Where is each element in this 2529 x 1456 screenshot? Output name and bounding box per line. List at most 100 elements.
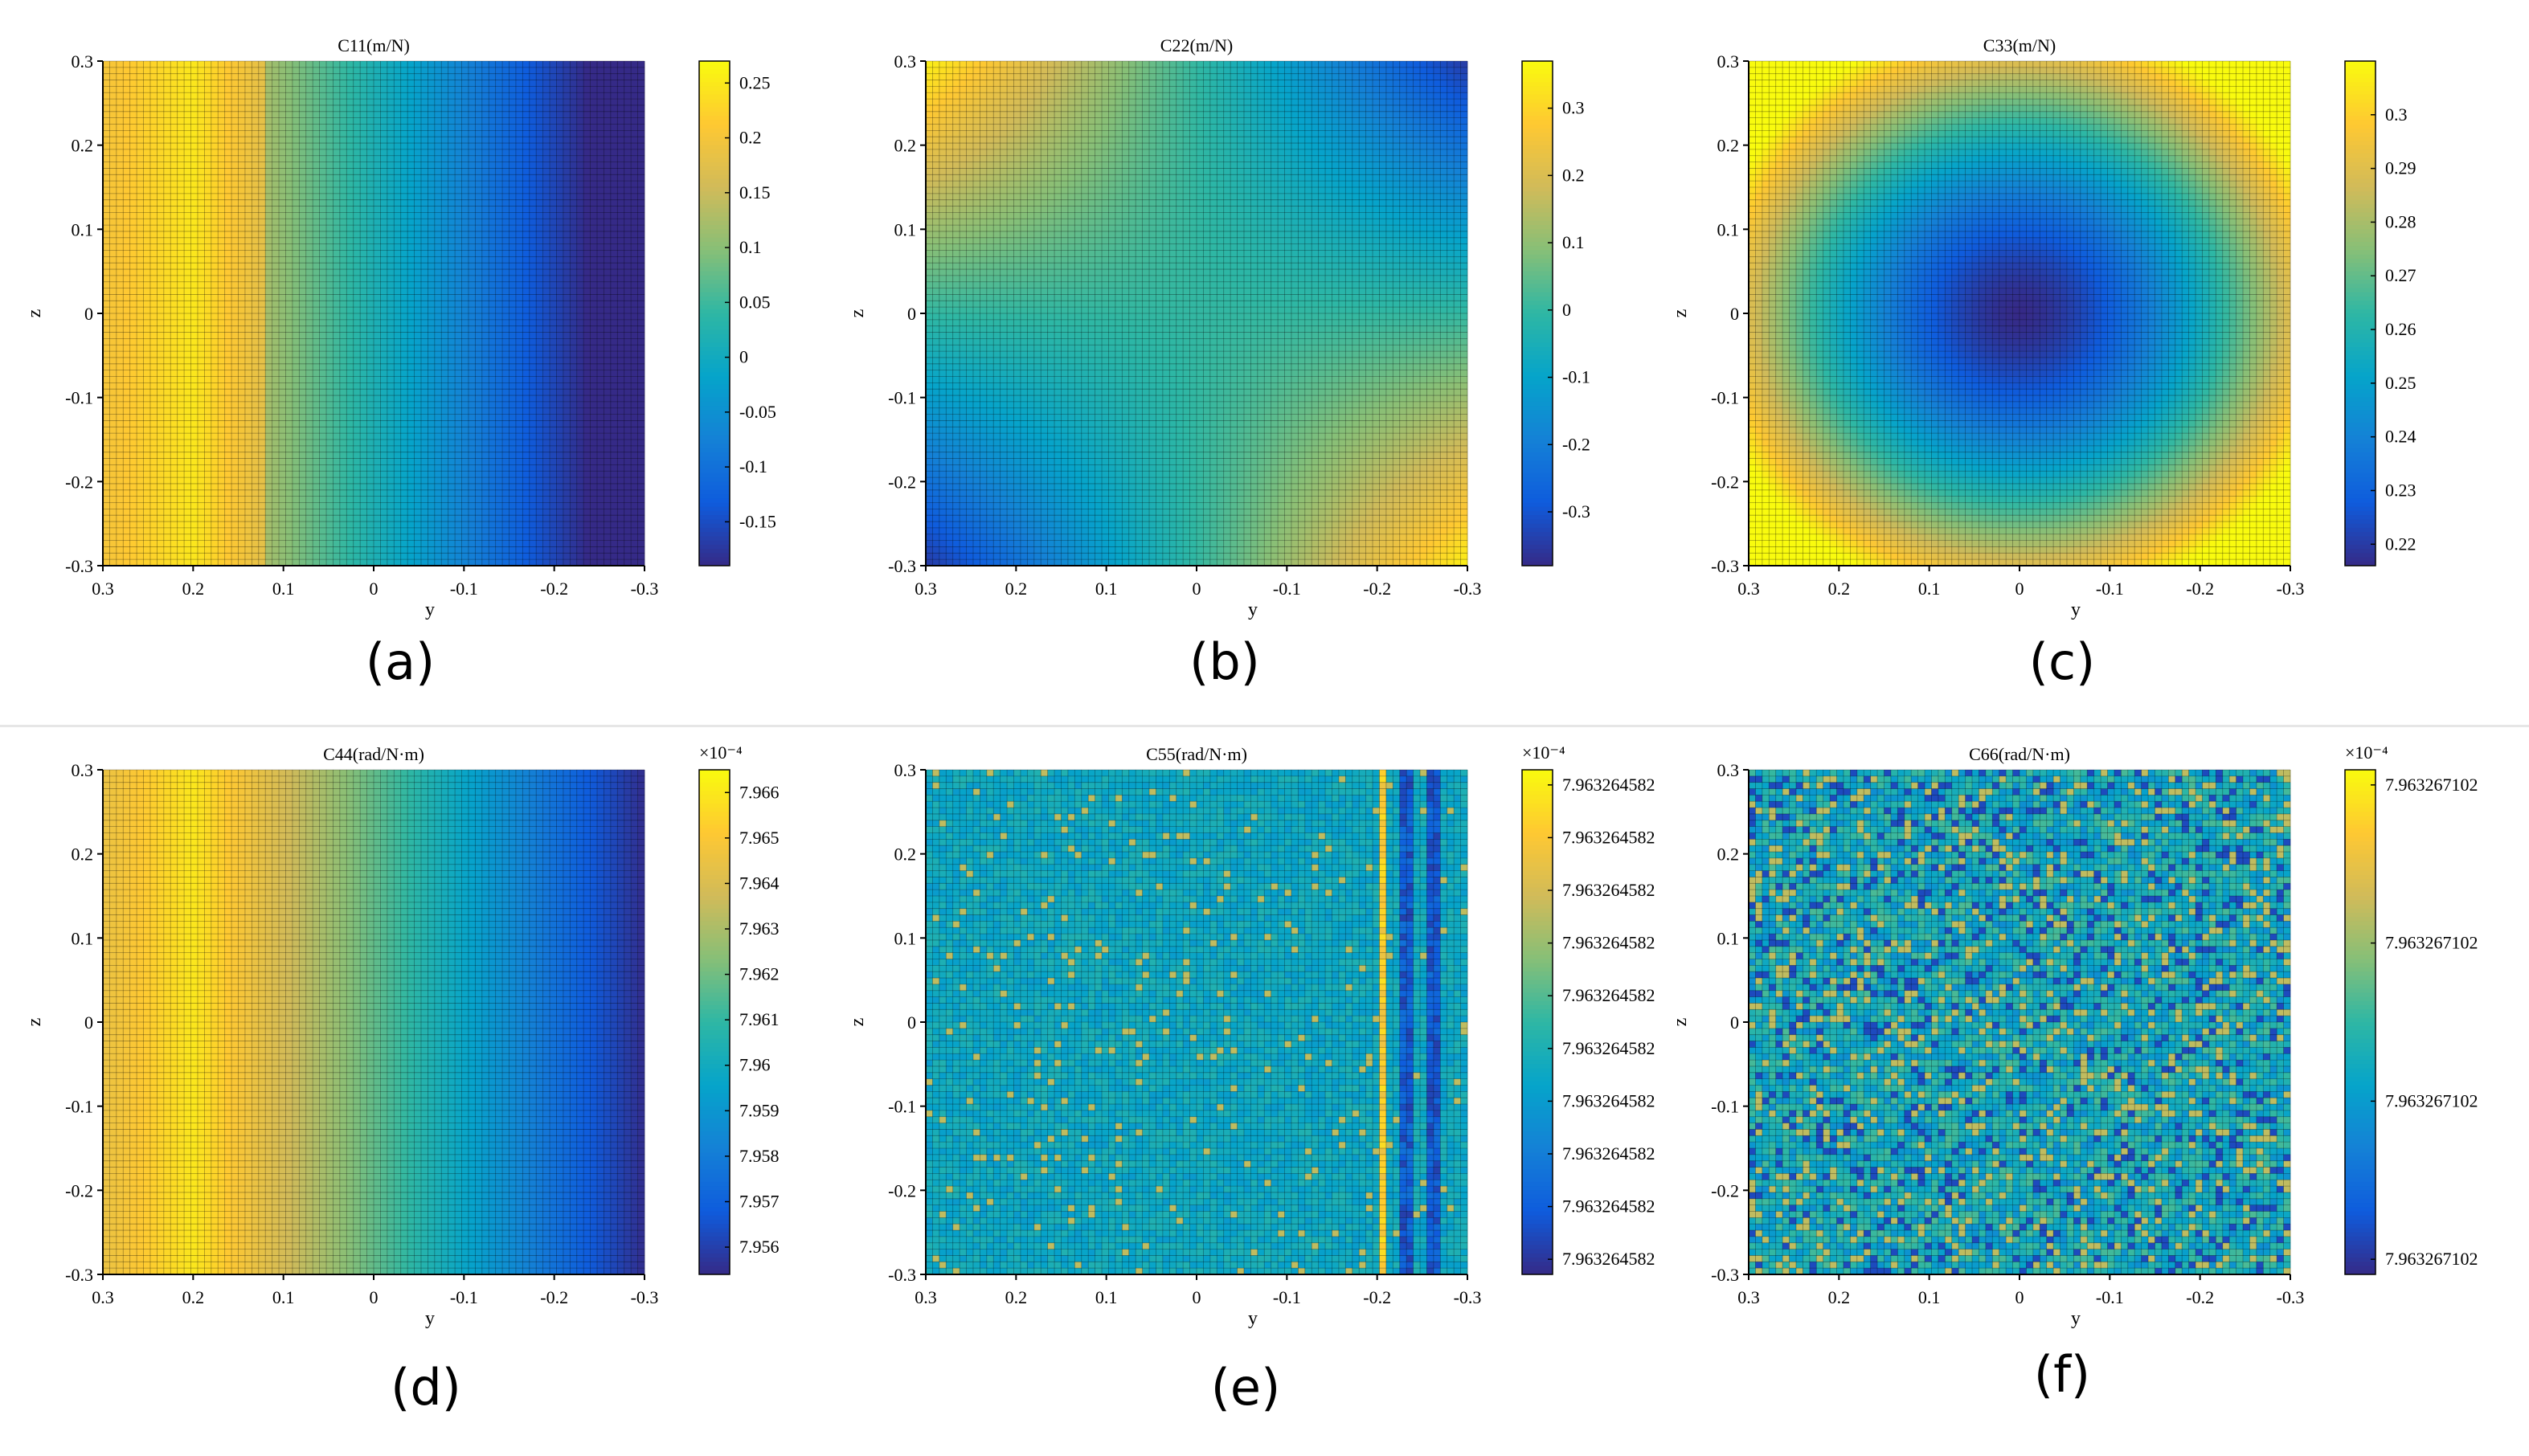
heatmap-cell — [293, 415, 300, 421]
heatmap-cell — [265, 503, 272, 509]
heatmap-cell — [117, 238, 124, 244]
heatmap-cell — [130, 313, 137, 320]
heatmap-cell — [374, 402, 381, 408]
heatmap-cell — [279, 452, 286, 459]
heatmap-cell — [150, 490, 158, 497]
heatmap-cell — [245, 294, 252, 301]
heatmap-cell — [225, 345, 232, 351]
heatmap-cell — [259, 351, 266, 358]
heatmap-cell — [231, 181, 239, 187]
heatmap-cell — [198, 67, 205, 74]
heatmap-cell — [103, 484, 110, 490]
heatmap-cell — [144, 452, 151, 459]
heatmap-cell — [130, 389, 137, 395]
heatmap-cell — [265, 200, 272, 207]
heatmap-cell — [184, 181, 191, 187]
heatmap-cell — [225, 415, 232, 421]
heatmap-cell — [245, 528, 252, 534]
heatmap-cell — [123, 464, 130, 471]
heatmap-cell — [360, 358, 367, 364]
heatmap-cell — [204, 326, 211, 333]
heatmap-cell — [225, 427, 232, 433]
heatmap-cell — [191, 187, 198, 194]
heatmap-cell — [245, 105, 252, 112]
heatmap-cell — [123, 225, 130, 231]
heatmap-cell — [245, 546, 252, 553]
heatmap-cell — [354, 162, 361, 169]
heatmap-cell — [279, 200, 286, 207]
heatmap-cell — [320, 92, 327, 99]
heatmap-cell — [252, 67, 259, 74]
heatmap-cell — [326, 156, 334, 162]
heatmap-cell — [293, 326, 300, 333]
heatmap-cell — [333, 219, 340, 225]
heatmap-cell — [184, 338, 191, 345]
heatmap-cell — [170, 256, 178, 263]
heatmap-cell — [123, 238, 130, 244]
heatmap-cell — [137, 125, 144, 131]
heatmap-cell — [265, 61, 272, 67]
heatmap-cell — [164, 497, 171, 503]
heatmap-cell — [320, 326, 327, 333]
heatmap-cell — [306, 433, 313, 440]
heatmap-cell — [340, 320, 347, 326]
heatmap-cell — [231, 74, 239, 80]
heatmap-cell — [184, 534, 191, 541]
heatmap-cell — [285, 389, 293, 395]
heatmap-cell — [157, 238, 164, 244]
heatmap-cell — [245, 464, 252, 471]
heatmap-cell — [259, 130, 266, 137]
heatmap-cell — [279, 282, 286, 288]
heatmap-cell — [340, 156, 347, 162]
heatmap-cell — [184, 282, 191, 288]
heatmap-cell — [252, 345, 259, 351]
heatmap-cell — [360, 137, 367, 143]
heatmap-cell — [109, 395, 117, 402]
heatmap-cell — [374, 105, 381, 112]
heatmap-cell — [204, 490, 211, 497]
heatmap-cell — [164, 112, 171, 118]
heatmap-cell — [231, 80, 239, 87]
heatmap-cell — [279, 225, 286, 231]
heatmap-cell — [130, 118, 137, 125]
heatmap-cell — [374, 490, 381, 497]
heatmap-cell — [204, 358, 211, 364]
heatmap-cell — [103, 320, 110, 326]
heatmap-cell — [272, 143, 280, 149]
heatmap-cell — [279, 515, 286, 521]
heatmap-cell — [272, 74, 280, 80]
heatmap-cell — [178, 471, 185, 477]
heatmap-cell — [293, 99, 300, 105]
heatmap-cell — [354, 546, 361, 553]
heatmap-cell — [354, 484, 361, 490]
heatmap-cell — [137, 212, 144, 219]
heatmap-cell — [231, 370, 239, 377]
heatmap-cell — [137, 395, 144, 402]
heatmap-cell — [265, 546, 272, 553]
heatmap-cell — [252, 553, 259, 559]
heatmap-cell — [259, 358, 266, 364]
heatmap-cell — [191, 521, 198, 528]
heatmap-cell — [306, 207, 313, 213]
heatmap-cell — [259, 490, 266, 497]
heatmap-cell — [293, 282, 300, 288]
heatmap-cell — [245, 553, 252, 559]
heatmap-cell — [374, 433, 381, 440]
heatmap-cell — [109, 74, 117, 80]
heatmap-cell — [272, 207, 280, 213]
heatmap-cell — [333, 534, 340, 541]
heatmap-cell — [374, 80, 381, 87]
heatmap-cell — [211, 251, 219, 257]
heatmap-cell — [103, 370, 110, 377]
heatmap-cell — [117, 515, 124, 521]
heatmap-cell — [252, 143, 259, 149]
heatmap-cell — [367, 370, 374, 377]
heatmap-cell — [198, 288, 205, 295]
heatmap-cell — [272, 125, 280, 131]
heatmap-cell — [103, 187, 110, 194]
heatmap-cell — [109, 181, 117, 187]
heatmap-cell — [164, 168, 171, 174]
heatmap-cell — [265, 326, 272, 333]
heatmap-cell — [164, 251, 171, 257]
heatmap-cell — [198, 377, 205, 383]
